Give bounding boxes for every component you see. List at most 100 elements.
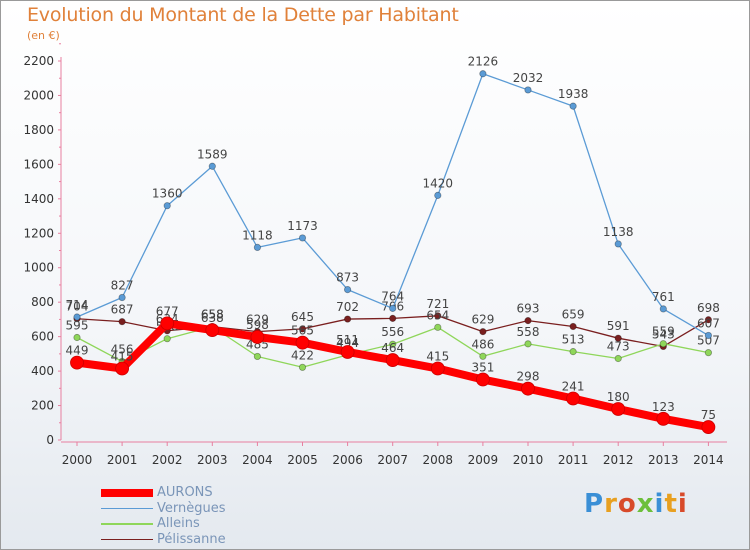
data-label: 658	[201, 308, 224, 322]
data-label: 473	[607, 340, 630, 354]
data-label: 607	[697, 316, 720, 330]
data-label: 658	[201, 308, 224, 322]
data-point	[298, 234, 307, 242]
data-label: 543	[652, 327, 675, 341]
data-point	[569, 348, 577, 356]
legend-item: Vernègues	[101, 501, 226, 517]
x-tick-label: 2003	[197, 453, 228, 467]
x-tick-label: 2012	[603, 453, 634, 467]
data-label: 494	[336, 336, 359, 350]
data-label: 486	[471, 337, 494, 351]
data-label: 513	[562, 333, 585, 347]
legend-swatch	[101, 488, 153, 497]
legend: AURONS Vernègues Alleins Pélissanne	[101, 485, 226, 547]
data-point	[701, 420, 716, 434]
data-point	[343, 286, 352, 294]
data-point	[160, 316, 175, 331]
data-label: 598	[246, 318, 269, 332]
data-point	[70, 355, 84, 370]
legend-swatch	[101, 507, 153, 509]
y-tick-label: 600	[31, 330, 54, 344]
data-label: 464	[381, 341, 404, 355]
data-label: 629	[471, 313, 494, 327]
data-label: 764	[381, 289, 404, 303]
legend-label: Vernègues	[157, 500, 226, 516]
data-point	[524, 86, 532, 94]
x-tick-label: 2007	[377, 453, 408, 467]
data-label: 1360	[152, 187, 183, 201]
logo-letter: P	[584, 489, 605, 519]
data-point	[611, 402, 626, 416]
x-tick-label: 2006	[332, 453, 363, 467]
legend-swatch	[101, 538, 153, 540]
data-label: 351	[471, 361, 494, 375]
data-point	[479, 70, 487, 78]
legend-label: AURONS	[157, 485, 213, 501]
data-label: 456	[111, 342, 134, 356]
data-label: 558	[517, 325, 540, 339]
chart-unit-subtitle: (en €)	[27, 29, 60, 42]
data-label: 629	[246, 313, 269, 327]
data-point	[479, 352, 487, 360]
data-point	[205, 323, 220, 337]
data-label: 1589	[197, 147, 228, 161]
data-point	[656, 411, 671, 426]
data-point	[118, 318, 126, 326]
logo-letter: o	[617, 489, 637, 519]
y-tick-label: 0	[46, 433, 54, 447]
y-tick-label: 2000	[23, 88, 54, 102]
data-point	[614, 240, 622, 248]
data-point	[340, 345, 355, 359]
y-tick-label: 400	[31, 364, 54, 378]
data-point	[343, 315, 352, 323]
x-tick-label: 2008	[423, 453, 454, 467]
data-label: 415	[111, 350, 134, 364]
data-label: 595	[66, 318, 89, 332]
legend-label: Alleins	[157, 516, 200, 532]
data-point	[163, 202, 171, 210]
y-tick-label: 1000	[23, 261, 54, 275]
x-tick-label: 2001	[107, 453, 138, 467]
y-tick-label: 1800	[23, 123, 54, 137]
data-point	[704, 331, 713, 340]
data-point	[704, 349, 713, 357]
data-label: 761	[652, 290, 675, 304]
data-point	[434, 323, 442, 331]
data-label: 415	[426, 350, 449, 364]
data-label: 241	[562, 379, 585, 393]
data-label: 687	[111, 303, 134, 317]
data-point	[566, 391, 580, 406]
data-label: 449	[66, 344, 89, 358]
legend-label: Pélissanne	[157, 531, 226, 547]
data-point	[118, 293, 126, 302]
data-point	[569, 102, 577, 110]
data-point	[208, 162, 216, 170]
data-point	[389, 314, 397, 322]
data-point	[430, 361, 445, 376]
data-point	[389, 304, 397, 312]
data-label: 638	[201, 311, 224, 325]
logo-letter: x	[636, 489, 655, 519]
data-label: 1420	[423, 176, 454, 190]
data-label: 1938	[558, 87, 589, 101]
data-point	[298, 363, 307, 371]
data-point	[524, 340, 532, 348]
data-label: 180	[607, 390, 630, 404]
x-tick-label: 2005	[287, 453, 318, 467]
data-label: 1118	[242, 228, 273, 242]
data-label: 511	[336, 333, 359, 347]
data-point	[295, 335, 310, 350]
data-point	[614, 334, 622, 342]
legend-item: Pélissanne	[101, 532, 226, 548]
data-label: 645	[291, 310, 314, 324]
x-tick-label: 2000	[62, 453, 93, 467]
data-point	[253, 352, 261, 361]
data-label: 659	[562, 307, 585, 321]
data-label: 714	[66, 298, 89, 312]
logo-letter: r	[604, 489, 618, 519]
data-point	[73, 333, 81, 342]
data-label: 556	[381, 325, 404, 339]
data-point	[704, 316, 713, 324]
data-point	[385, 353, 400, 367]
data-label: 565	[291, 324, 314, 338]
